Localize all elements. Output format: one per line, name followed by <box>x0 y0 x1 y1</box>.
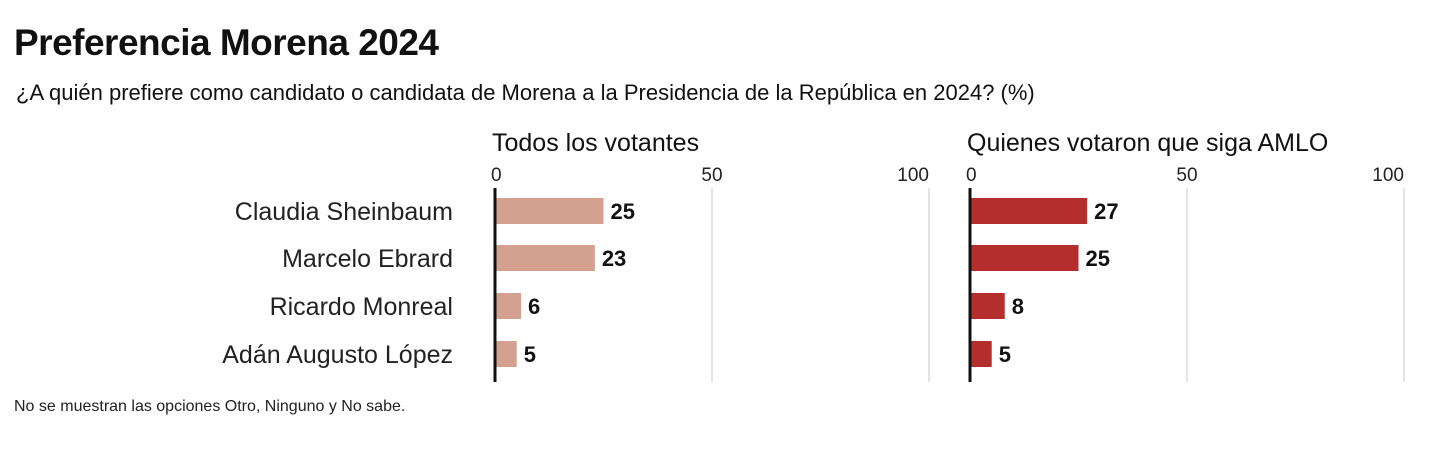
page-subtitle: ¿A quién prefiere como candidato o candi… <box>16 80 1035 105</box>
value-label: 25 <box>1086 246 1110 271</box>
value-label: 6 <box>528 294 540 319</box>
bar <box>495 198 604 224</box>
value-label: 5 <box>999 342 1011 367</box>
page-title: Preferencia Morena 2024 <box>14 22 439 63</box>
tick-label: 50 <box>1176 165 1197 186</box>
bar <box>970 293 1005 319</box>
value-label: 8 <box>1012 294 1024 319</box>
bar <box>495 293 522 319</box>
tick-label: 0 <box>966 165 977 186</box>
category-label: Claudia Sheinbaum <box>235 198 453 226</box>
category-label: Ricardo Monreal <box>270 293 453 321</box>
value-label: 27 <box>1094 199 1118 224</box>
tick-label: 0 <box>491 165 502 186</box>
chart-2: Quienes votaron que siga AMLO 0 50 100 27 25 8… <box>966 129 1405 382</box>
tick-label: 100 <box>897 165 929 186</box>
tick-label: 50 <box>701 165 722 186</box>
bar <box>970 198 1088 224</box>
value-label: 23 <box>602 246 626 271</box>
category-label: Marcelo Ebrard <box>282 245 453 273</box>
chart-1: Todos los votantes 0 50 100 25 Claudia Sheinb… <box>222 129 930 382</box>
value-label: 5 <box>524 342 536 367</box>
bar <box>970 341 992 367</box>
chart-title: Todos los votantes <box>492 129 699 157</box>
tick-label: 100 <box>1372 165 1404 186</box>
footnote: No se muestran las opciones Otro, Ningun… <box>14 398 406 415</box>
category-label: Adán Augusto López <box>222 341 453 369</box>
bar <box>970 245 1079 271</box>
chart-title: Quienes votaron que siga AMLO <box>967 129 1328 157</box>
bar <box>495 341 517 367</box>
value-label: 25 <box>611 199 635 224</box>
bar <box>495 245 595 271</box>
